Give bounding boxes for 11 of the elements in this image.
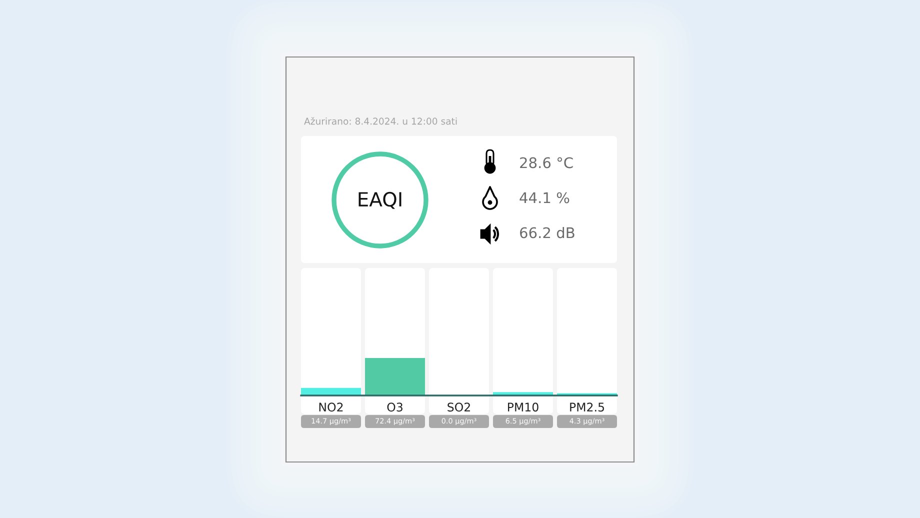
x-tick-label: O3 [387, 402, 402, 412]
x-tick-label: NO2 [319, 402, 343, 412]
x-tick-label: PM2.5 [570, 402, 604, 412]
bar [365, 358, 425, 396]
text: 28.6 °C [520, 157, 573, 168]
text: 66.2 dB [520, 226, 574, 238]
x-tick-label: PM10 [508, 402, 538, 412]
x-tick-label: SO2 [448, 402, 470, 412]
text: EAQI [358, 192, 402, 209]
text: 44.1 % [520, 192, 570, 204]
text: Ažurirano: 8.4.2024. u 12:00 sati [304, 117, 457, 125]
